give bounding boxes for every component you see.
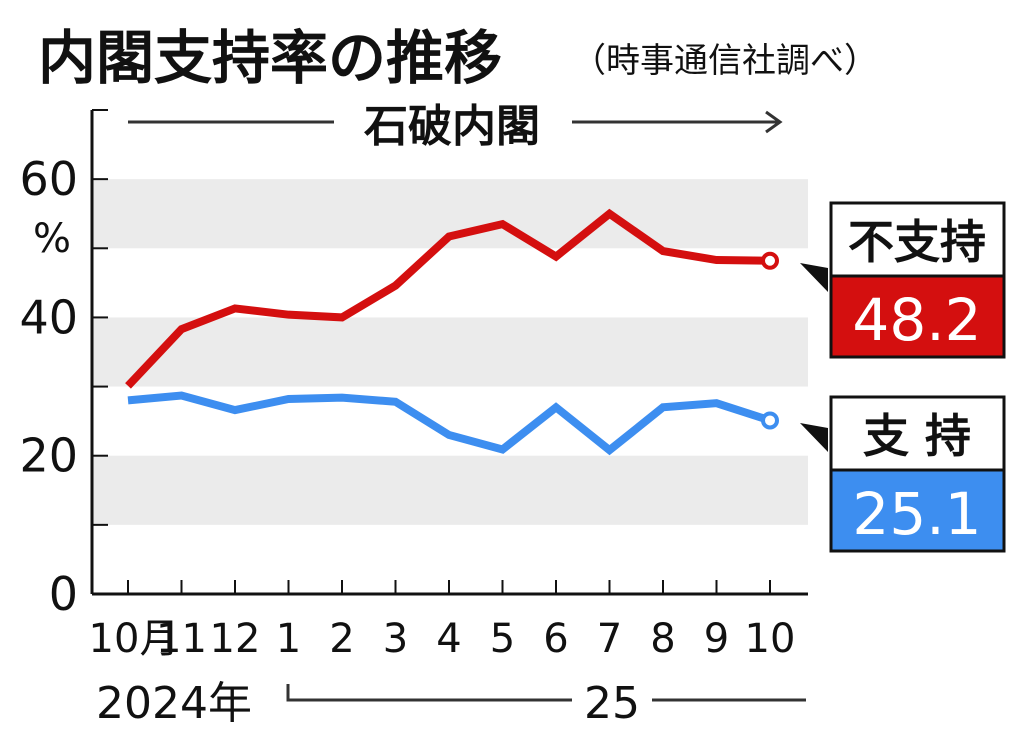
period-bracket: 石破内閣 [128, 101, 783, 152]
year-axis: 2024年 25 [96, 678, 806, 729]
y-tick-label: 0 [49, 567, 78, 621]
y-axis: 0 20 40 60 [19, 109, 108, 621]
x-tick-label: 7 [597, 616, 622, 662]
year-label-2024: 2024年 [96, 678, 252, 729]
y-tick-label: 60 [19, 152, 78, 206]
series-line-1 [127, 391, 772, 456]
series-end-point-0 [761, 251, 779, 270]
series-end-point-1 [761, 411, 779, 430]
x-tick-label: 10月 [89, 616, 180, 662]
series-layer [125, 208, 779, 456]
legend-approve-value: 25.1 [852, 480, 981, 548]
legend-disapprove: 不支持 48.2 [800, 201, 1006, 359]
x-tick-label: 9 [704, 616, 729, 662]
series-line-0 [125, 208, 771, 389]
x-tick-label: 4 [436, 616, 461, 662]
y-axis-unit: % [33, 216, 71, 262]
legend-disapprove-value: 48.2 [852, 286, 981, 354]
x-tick-label: 11 [156, 616, 207, 662]
chart-subtitle: （時事通信社調べ） [572, 41, 878, 81]
legend-disapprove-name: 不支持 [848, 215, 986, 269]
legend-approve: 支 持 25.1 [800, 395, 1006, 553]
chart-title: 内閣支持率の推移 [38, 24, 502, 92]
x-tick-label: 12 [210, 616, 261, 662]
x-tick-label: 10 [745, 616, 796, 662]
grid-band [92, 455, 808, 525]
x-tick-label: 6 [543, 616, 568, 662]
x-tick-label: 8 [650, 616, 675, 662]
y-tick-label: 20 [19, 429, 78, 483]
x-tick-label: 5 [490, 616, 515, 662]
legend-approve-name: 支 持 [863, 409, 971, 463]
period-label: 石破内閣 [364, 101, 540, 152]
grid-bands [92, 179, 808, 525]
year-label-25: 25 [584, 678, 640, 729]
grid-band [92, 317, 808, 387]
x-tick-label: 3 [383, 616, 408, 662]
x-tick-label: 1 [276, 616, 301, 662]
y-tick-label: 40 [19, 290, 78, 344]
x-tick-label: 2 [329, 616, 354, 662]
